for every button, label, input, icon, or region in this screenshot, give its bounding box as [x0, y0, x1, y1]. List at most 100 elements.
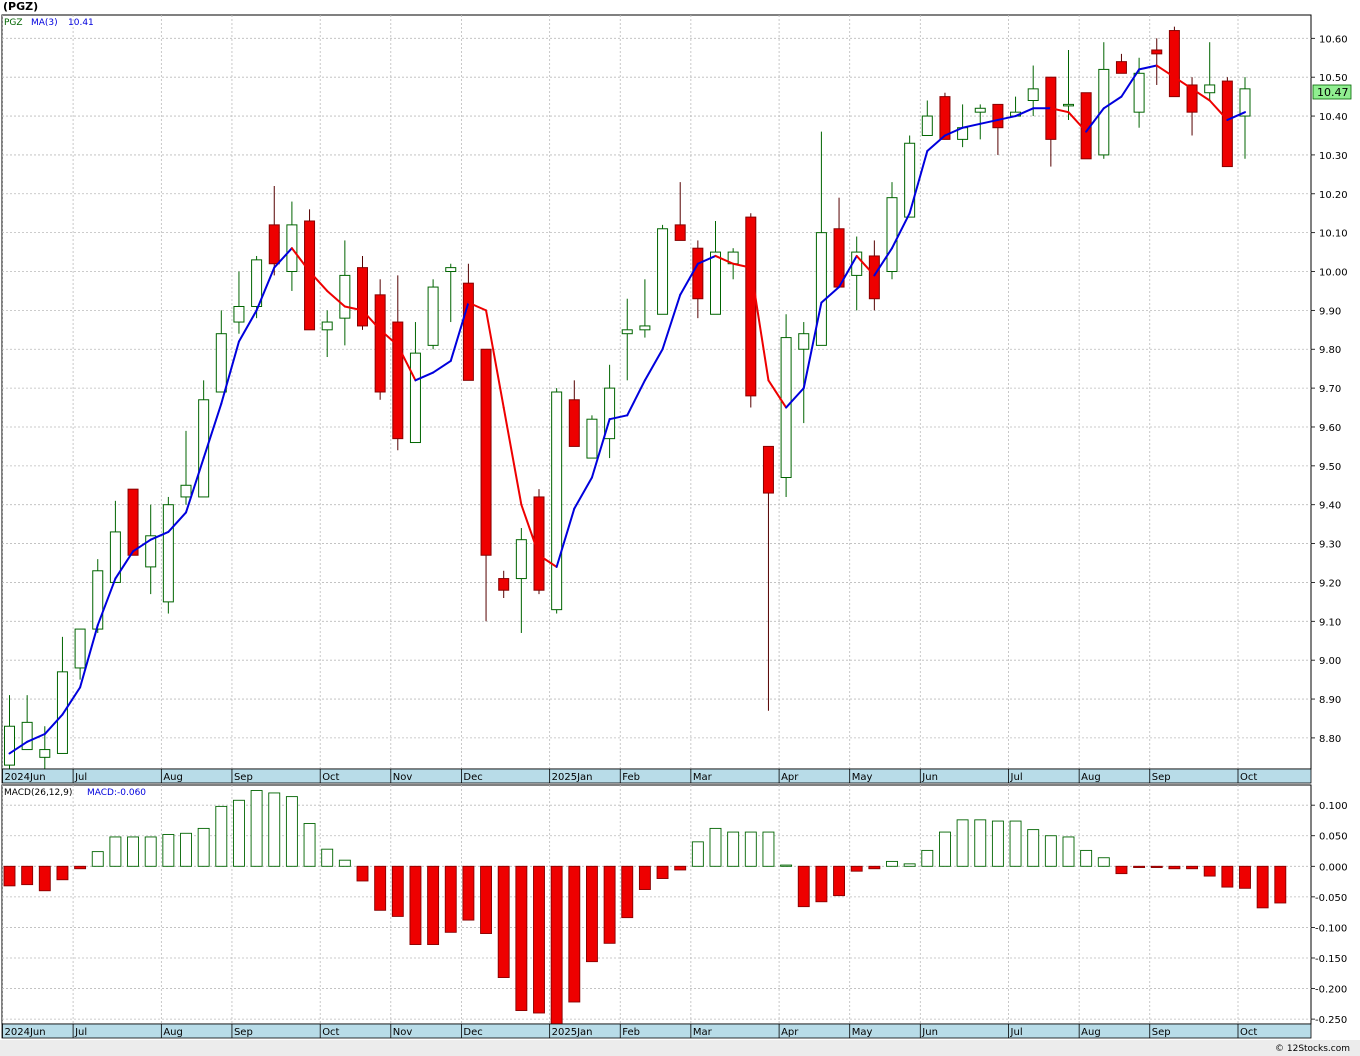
macd-bar [285, 796, 298, 867]
ma-segment [502, 406, 523, 506]
ma-segment [1085, 107, 1105, 133]
macd-bar [38, 865, 51, 892]
macd-bar [1009, 820, 1022, 867]
candlestick [921, 100, 933, 136]
price-y-tick-label: 9.30 [1319, 540, 1341, 551]
ma-segment [79, 624, 99, 689]
candlestick [4, 695, 15, 769]
moving-average-line [8, 64, 1246, 755]
ma-segment [237, 309, 258, 343]
macd-bar [1274, 865, 1287, 904]
macd-bar [1027, 829, 1040, 867]
candlestick [233, 271, 245, 334]
macd-bar [109, 836, 122, 867]
ma-segment [1014, 107, 1035, 118]
candlestick [480, 348, 492, 622]
price-y-tick-label: 10.00 [1319, 268, 1348, 279]
macd-bar [1203, 865, 1216, 877]
candlestick [815, 131, 827, 346]
candlestick [56, 636, 68, 754]
ma-segment [1155, 64, 1176, 79]
macd-bar [939, 831, 951, 867]
ma-segment [432, 359, 452, 374]
candlestick [92, 559, 104, 633]
ma-segment [555, 507, 576, 568]
macd-bar [744, 831, 757, 867]
macd-y-tick-label: 0.050 [1319, 832, 1348, 843]
candlestick [427, 279, 439, 350]
ma-segment [714, 254, 735, 265]
price-x-tick-label: Oct [1240, 772, 1257, 783]
macd-bar [674, 865, 687, 871]
ma-segment [979, 118, 999, 125]
macd-bar [868, 865, 881, 870]
ma-segment [414, 371, 435, 382]
ma-segment [1173, 76, 1194, 90]
candlestick [533, 489, 545, 595]
footer-band [0, 1040, 1360, 1056]
macd-x-tick-label: Apr [781, 1027, 799, 1038]
ma-segment [961, 122, 982, 129]
macd-bar [321, 848, 334, 867]
ma-segment [608, 414, 629, 421]
candlestick [162, 496, 174, 614]
price-x-tick-label: May [852, 772, 873, 783]
candlestick [215, 310, 227, 393]
price-y-tick-label: 9.60 [1319, 423, 1341, 434]
macd-x-tick-label: Mar [693, 1027, 713, 1038]
candlestick [374, 279, 386, 400]
ma-segment [43, 713, 64, 736]
macd-y-tick-label: -0.250 [1315, 1015, 1347, 1026]
price-x-tick-label: Dec [463, 772, 482, 783]
candlestick [515, 528, 527, 633]
ma-segment [308, 270, 329, 292]
ma-segment [26, 733, 46, 743]
ma-segment [132, 538, 152, 553]
candlestick [1063, 49, 1074, 120]
macd-bar [974, 819, 987, 867]
price-y-tick-label: 9.00 [1319, 656, 1341, 667]
ma-segment [1120, 68, 1141, 98]
ma-segment [926, 134, 946, 153]
ma-segment [996, 115, 1017, 121]
ma-segment [114, 550, 135, 580]
price-y-tick-label: 8.90 [1319, 695, 1341, 706]
price-x-tick-label: Nov [393, 772, 413, 783]
last-price-tag: 10.47 [1312, 84, 1352, 100]
price-x-tick-label: Jun [921, 772, 938, 783]
macd-legend-value: MACD:-0.060 [87, 788, 146, 798]
ma-segment [732, 262, 752, 269]
macd-y-tick-label: 0.000 [1319, 862, 1348, 873]
candlestick [1204, 42, 1216, 101]
macd-bar [1062, 836, 1075, 867]
price-x-tick-label: Aug [163, 772, 183, 783]
ma-segment [1226, 111, 1246, 121]
candlestick [392, 275, 404, 451]
price-x-tick-label: Jul [1010, 772, 1023, 783]
price-x-tick-label: Mar [693, 772, 713, 783]
ma-segment [520, 503, 540, 557]
candlestick [1098, 42, 1110, 159]
macd-x-tick-label: Aug [1081, 1027, 1101, 1038]
macd-y-tick-label: -0.150 [1315, 954, 1347, 965]
macd-bar [691, 841, 704, 867]
candlestick [357, 255, 368, 330]
candlestick [657, 224, 669, 315]
ma-segment [767, 379, 788, 409]
candlestick [798, 322, 810, 424]
price-x-tick-label: Apr [781, 772, 799, 783]
candlestick [621, 298, 633, 381]
macd-bar [903, 863, 916, 867]
macd-bar [568, 865, 581, 1003]
macd-bar [215, 805, 228, 867]
macd-bar [232, 799, 245, 867]
macd-x-tick-label: Oct [322, 1027, 339, 1038]
candlestick [109, 500, 121, 583]
ma-segment [749, 266, 770, 382]
candlestick [1186, 77, 1198, 136]
macd-bar [762, 831, 775, 867]
ma-segment [167, 511, 187, 533]
macd-y-tick-label: -0.100 [1315, 923, 1347, 934]
macd-bar [1256, 865, 1269, 909]
candlestick [551, 388, 563, 614]
